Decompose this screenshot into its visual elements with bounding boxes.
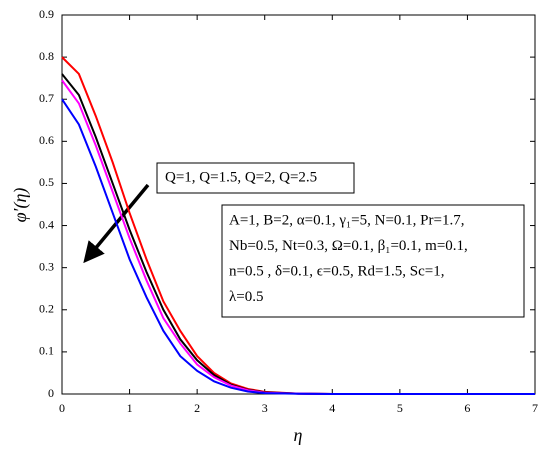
arrow: [83, 183, 150, 264]
x-tick-label: 0: [59, 401, 65, 415]
parameter-line: A=1, B=2, α=0.1, γ₁=5, N=0.1, Pr=1.7,: [229, 212, 464, 228]
y-tick-label: 0.9: [39, 7, 54, 21]
parameter-box: [221, 204, 525, 318]
y-tick-label: 0.4: [39, 217, 54, 231]
y-axis-label: φ′(η): [10, 188, 31, 223]
x-tick-label: 7: [532, 401, 538, 415]
parameter-line: n=0.5 , δ=0.1, ϵ=0.5, Rd=1.5, Sc=1,: [229, 263, 444, 279]
x-axis-label: η: [294, 425, 303, 445]
y-tick-label: 0.3: [39, 259, 54, 273]
y-tick-label: 0.6: [39, 133, 54, 147]
y-tick-label: 0: [48, 386, 54, 400]
parameter-line: Nb=0.5, Nt=0.3, Ω=0.1, β₁=0.1, m=0.1,: [229, 238, 468, 254]
y-tick-label: 0.2: [39, 302, 54, 316]
x-tick-label: 5: [397, 401, 403, 415]
annotation-box: [156, 162, 355, 194]
y-tick-label: 0.7: [39, 91, 54, 105]
parameter-line: λ=0.5: [229, 289, 263, 305]
y-tick-label: 0.1: [39, 344, 54, 358]
x-tick-label: 1: [127, 401, 133, 415]
series-line: [61, 98, 535, 395]
x-tick-label: 4: [329, 401, 335, 415]
y-tick-label: 0.8: [39, 49, 54, 63]
y-tick-label: 0.5: [39, 175, 54, 189]
annotation: Q=1, Q=1.5, Q=2, Q=2.5: [165, 169, 317, 185]
x-tick-label: 2: [194, 401, 200, 415]
x-tick-label: 6: [464, 401, 470, 415]
x-tick-label: 3: [262, 401, 268, 415]
